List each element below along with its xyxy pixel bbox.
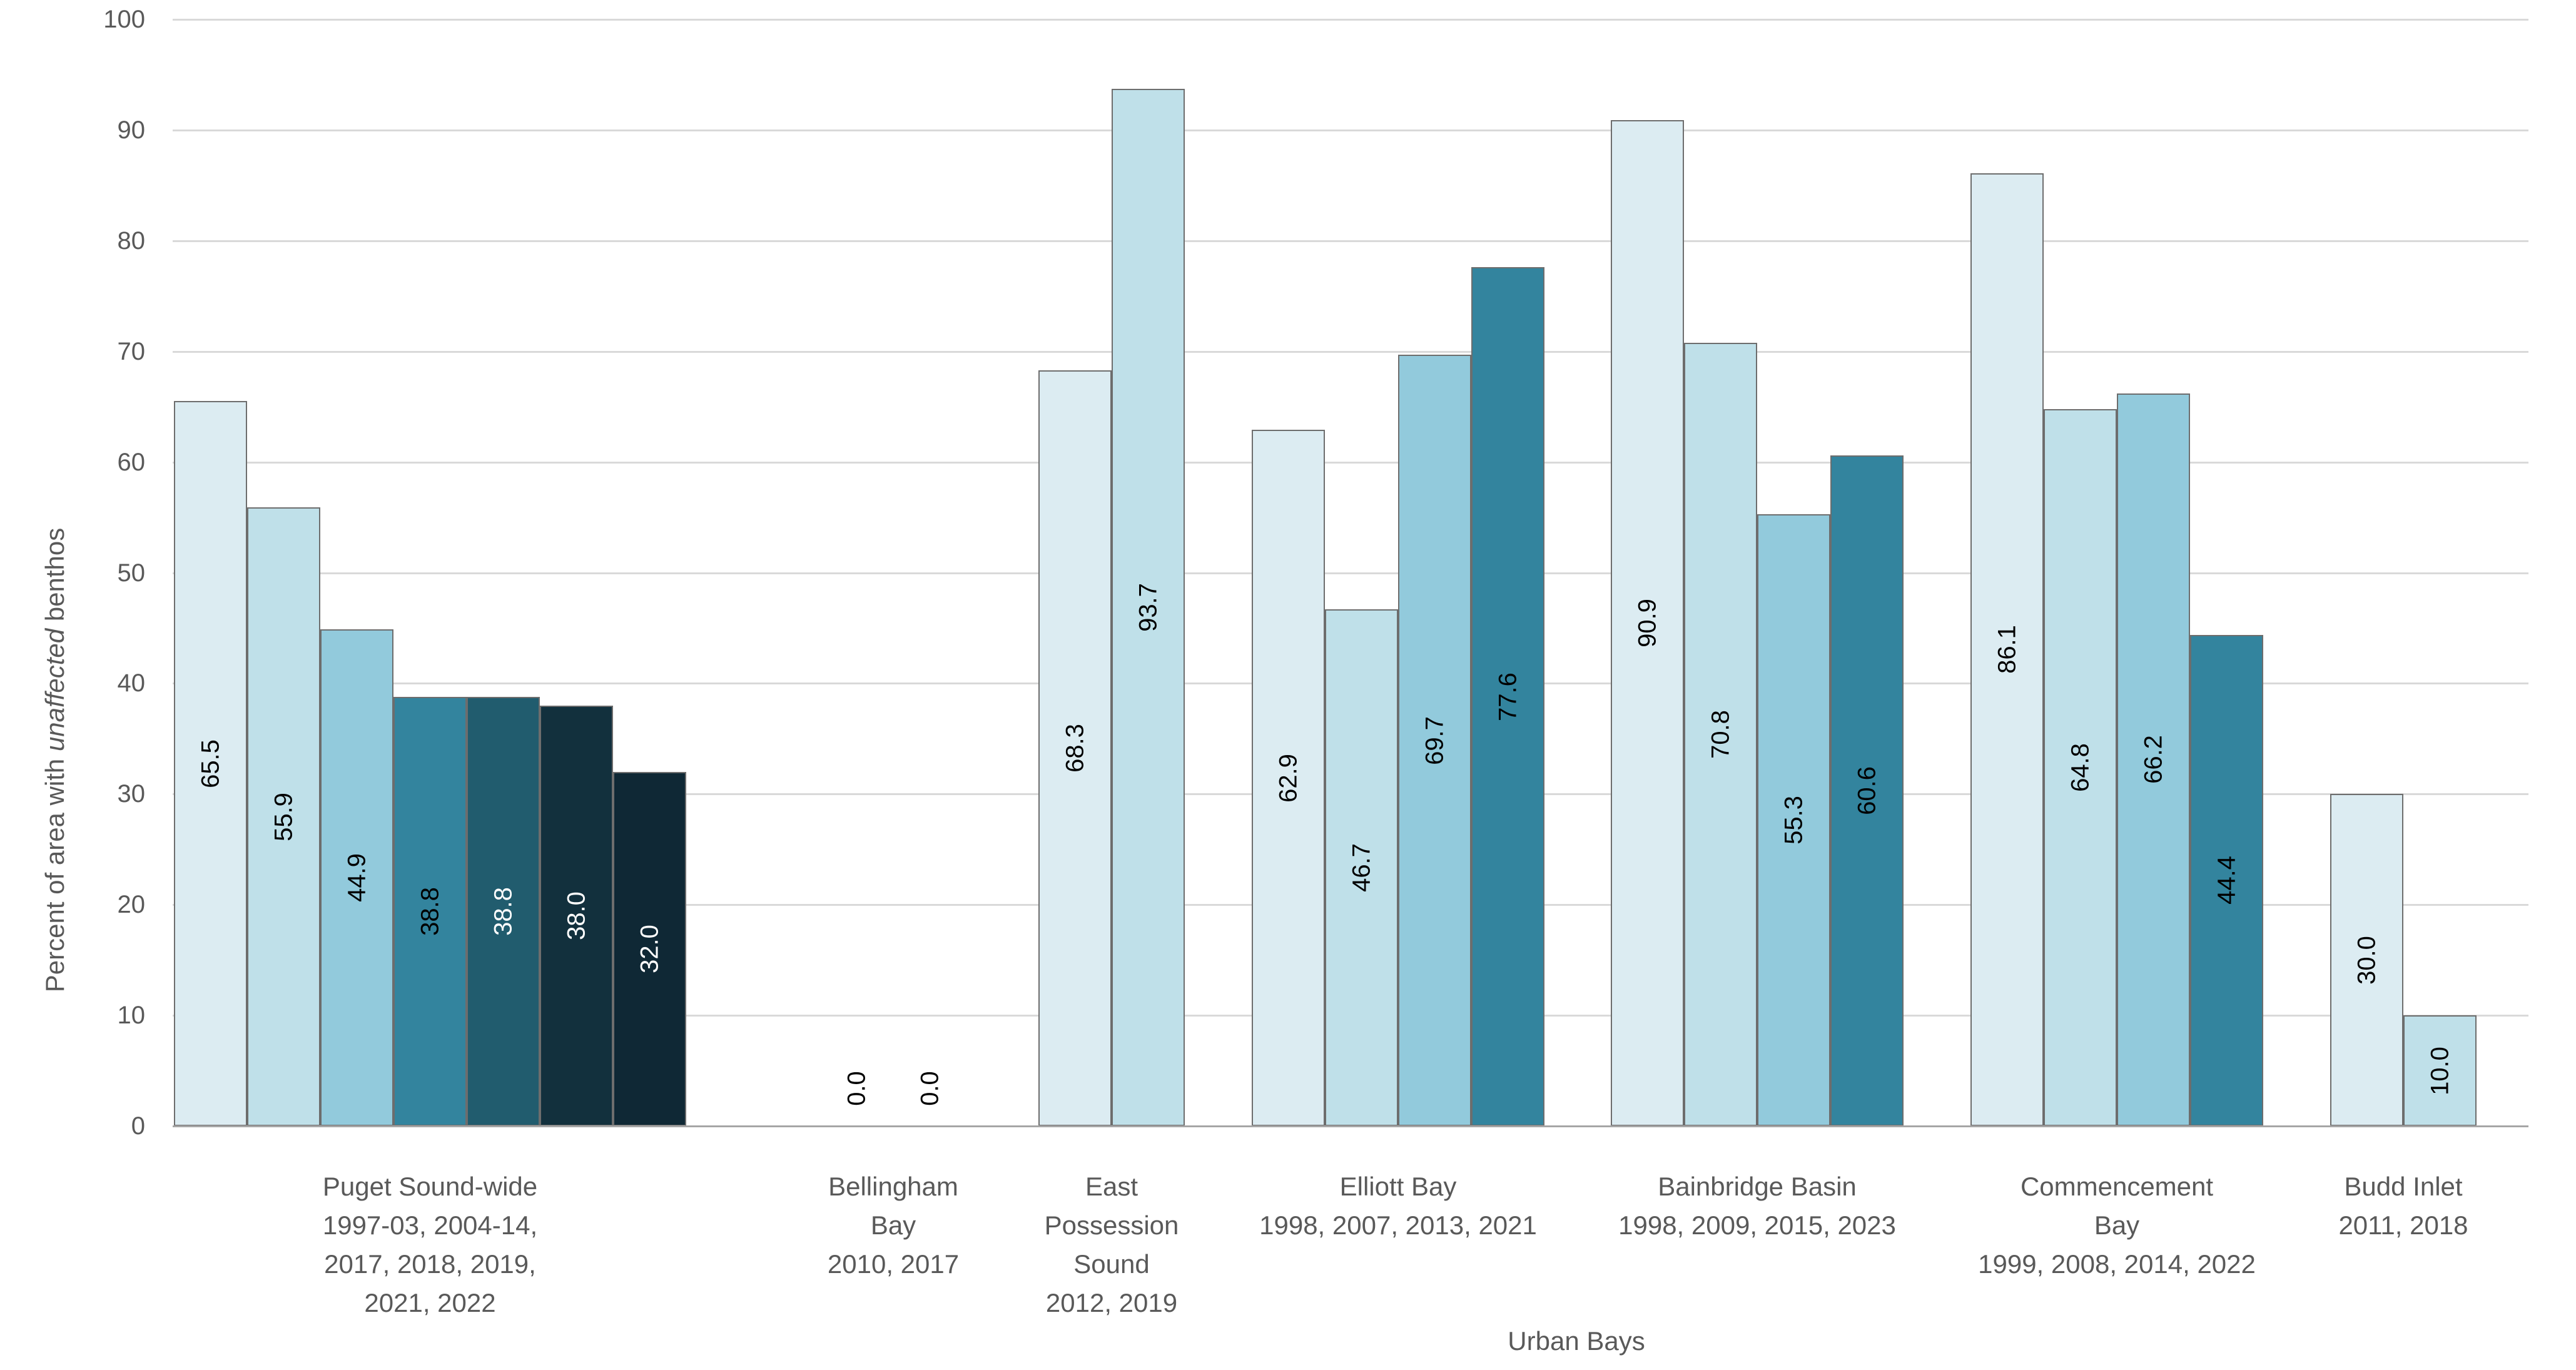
- category-label-budd-inlet: Budd Inlet 2011, 2018: [2338, 1167, 2468, 1245]
- bar-commencement-bay-2: [2117, 393, 2190, 1126]
- gridline-80: [173, 240, 2528, 242]
- bar-value-label: 0.0: [843, 1071, 870, 1106]
- y-tick-label-60: 60: [117, 448, 146, 476]
- bar-bainbridge-basin-0: [1611, 119, 1684, 1126]
- y-tick-label-30: 30: [117, 780, 146, 808]
- bar-puget-sound-wide-1: [247, 507, 320, 1126]
- bar-puget-sound-wide-4: [467, 696, 540, 1126]
- bar-elliott-bay-1: [1325, 609, 1398, 1126]
- category-label-line: 1998, 2009, 2015, 2023: [1618, 1210, 1896, 1240]
- x-axis-title: Urban Bays: [1508, 1326, 1645, 1356]
- category-label-east-possession-sound: East Possession Sound 2012, 2019: [1045, 1167, 1179, 1322]
- bar-value-label: 0.0: [916, 1071, 943, 1106]
- bar-value-label: 70.8: [1706, 709, 1734, 759]
- bar-puget-sound-wide-5: [540, 705, 613, 1126]
- bar-value-label: 38.0: [562, 891, 590, 940]
- bar-puget-sound-wide-0: [174, 401, 247, 1126]
- category-label-line: Puget Sound-wide: [322, 1172, 538, 1201]
- category-label-line: 1998, 2007, 2013, 2021: [1259, 1210, 1537, 1240]
- y-axis-title: Percent of area with unaffected benthos: [40, 528, 70, 993]
- gridline-70: [173, 350, 2528, 353]
- bar-value-label: 55.3: [1780, 795, 1807, 845]
- bar-bainbridge-basin-3: [1830, 455, 1904, 1126]
- y-tick-label-100: 100: [103, 6, 145, 33]
- bar-value-label: 66.2: [2139, 735, 2167, 784]
- bar-value-label: 44.4: [2213, 856, 2240, 905]
- bar-value-label: 86.1: [1993, 625, 2021, 674]
- bar-value-label: 32.0: [636, 925, 663, 973]
- y-tick-label-10: 10: [117, 1002, 146, 1030]
- y-tick-label-70: 70: [117, 337, 146, 365]
- bar-value-label: 30.0: [2353, 935, 2380, 985]
- category-label-line: 1997-03, 2004-14,: [322, 1210, 538, 1240]
- bar-value-label: 60.6: [1853, 766, 1880, 815]
- category-label-line: 2010, 2017: [827, 1249, 960, 1279]
- y-tick-label-50: 50: [117, 559, 146, 587]
- bar-value-label: 90.9: [1633, 599, 1661, 647]
- bar-east-possession-sound-1: [1112, 89, 1185, 1126]
- bar-east-possession-sound-0: [1038, 370, 1112, 1126]
- category-label-bellingham-bay: Bellingham Bay 2010, 2017: [828, 1167, 959, 1284]
- bar-value-label: 77.6: [1494, 672, 1521, 721]
- bar-puget-sound-wide-6: [613, 771, 686, 1126]
- bar-value-label: 64.8: [2066, 743, 2094, 792]
- bar-elliott-bay-3: [1471, 267, 1544, 1126]
- bar-value-label: 55.9: [270, 792, 297, 841]
- bar-value-label: 38.8: [416, 886, 444, 936]
- category-label-line: Bay: [870, 1210, 916, 1240]
- category-label-line: Possession: [1044, 1210, 1179, 1240]
- bar-elliott-bay-0: [1252, 430, 1325, 1126]
- category-label-line: 2021, 2022: [364, 1288, 496, 1317]
- bar-puget-sound-wide-2: [320, 629, 393, 1126]
- y-tick-label-90: 90: [117, 116, 146, 144]
- category-label-line: Bay: [2094, 1210, 2140, 1240]
- bar-bainbridge-basin-1: [1684, 342, 1757, 1126]
- bar-value-label: 38.8: [489, 886, 517, 936]
- category-label-line: Budd Inlet: [2344, 1172, 2463, 1201]
- y-tick-label-20: 20: [117, 891, 146, 919]
- category-label-line: Bellingham: [828, 1172, 958, 1201]
- bar-elliott-bay-2: [1398, 355, 1471, 1126]
- bar-value-label: 69.7: [1421, 716, 1448, 765]
- bar-puget-sound-wide-3: [393, 696, 467, 1126]
- gridline-100: [173, 19, 2528, 21]
- category-label-line: Elliott Bay: [1339, 1172, 1457, 1201]
- category-label-line: 2017, 2018, 2019,: [324, 1249, 536, 1279]
- bar-value-label: 62.9: [1274, 753, 1302, 803]
- category-label-line: Sound: [1073, 1249, 1150, 1279]
- bar-value-label: 93.7: [1134, 583, 1162, 632]
- gridline-90: [173, 129, 2528, 131]
- category-label-commencement-bay: Commencement Bay 1999, 2008, 2014, 2022: [1978, 1167, 2256, 1284]
- bar-budd-inlet-0: [2330, 794, 2403, 1126]
- category-label-line: 2011, 2018: [2338, 1210, 2468, 1240]
- bar-budd-inlet-1: [2403, 1015, 2477, 1126]
- bar-value-label: 46.7: [1347, 843, 1375, 892]
- bar-commencement-bay-0: [1970, 173, 2044, 1126]
- bar-value-label: 65.5: [196, 739, 224, 788]
- bar-commencement-bay-1: [2044, 408, 2117, 1126]
- gridline-60: [173, 461, 2528, 464]
- category-label-puget-sound-wide: Puget Sound-wide 1997-03, 2004-14, 2017, 2…: [323, 1167, 537, 1322]
- bar-bainbridge-basin-2: [1757, 514, 1830, 1126]
- category-label-bainbridge-basin: Bainbridge Basin 1998, 2009, 2015, 2023: [1618, 1167, 1896, 1245]
- y-tick-label-0: 0: [131, 1112, 145, 1140]
- y-tick-label-40: 40: [117, 669, 146, 698]
- category-label-line: East: [1085, 1172, 1138, 1201]
- gridline-50: [173, 572, 2528, 574]
- category-label-line: Commencement: [2020, 1172, 2214, 1201]
- bar-value-label: 68.3: [1061, 723, 1088, 773]
- category-label-line: 2012, 2019: [1045, 1288, 1178, 1317]
- bar-value-label: 44.9: [343, 853, 370, 902]
- category-label-elliott-bay: Elliott Bay 1998, 2007, 2013, 2021: [1259, 1167, 1537, 1245]
- category-label-line: 1999, 2008, 2014, 2022: [1978, 1249, 2256, 1279]
- y-tick-label-80: 80: [117, 226, 146, 255]
- category-label-line: Bainbridge Basin: [1658, 1172, 1857, 1201]
- bar-commencement-bay-3: [2190, 634, 2263, 1126]
- x-axis-line: [173, 1125, 2528, 1127]
- bar-value-label: 10.0: [2426, 1046, 2453, 1095]
